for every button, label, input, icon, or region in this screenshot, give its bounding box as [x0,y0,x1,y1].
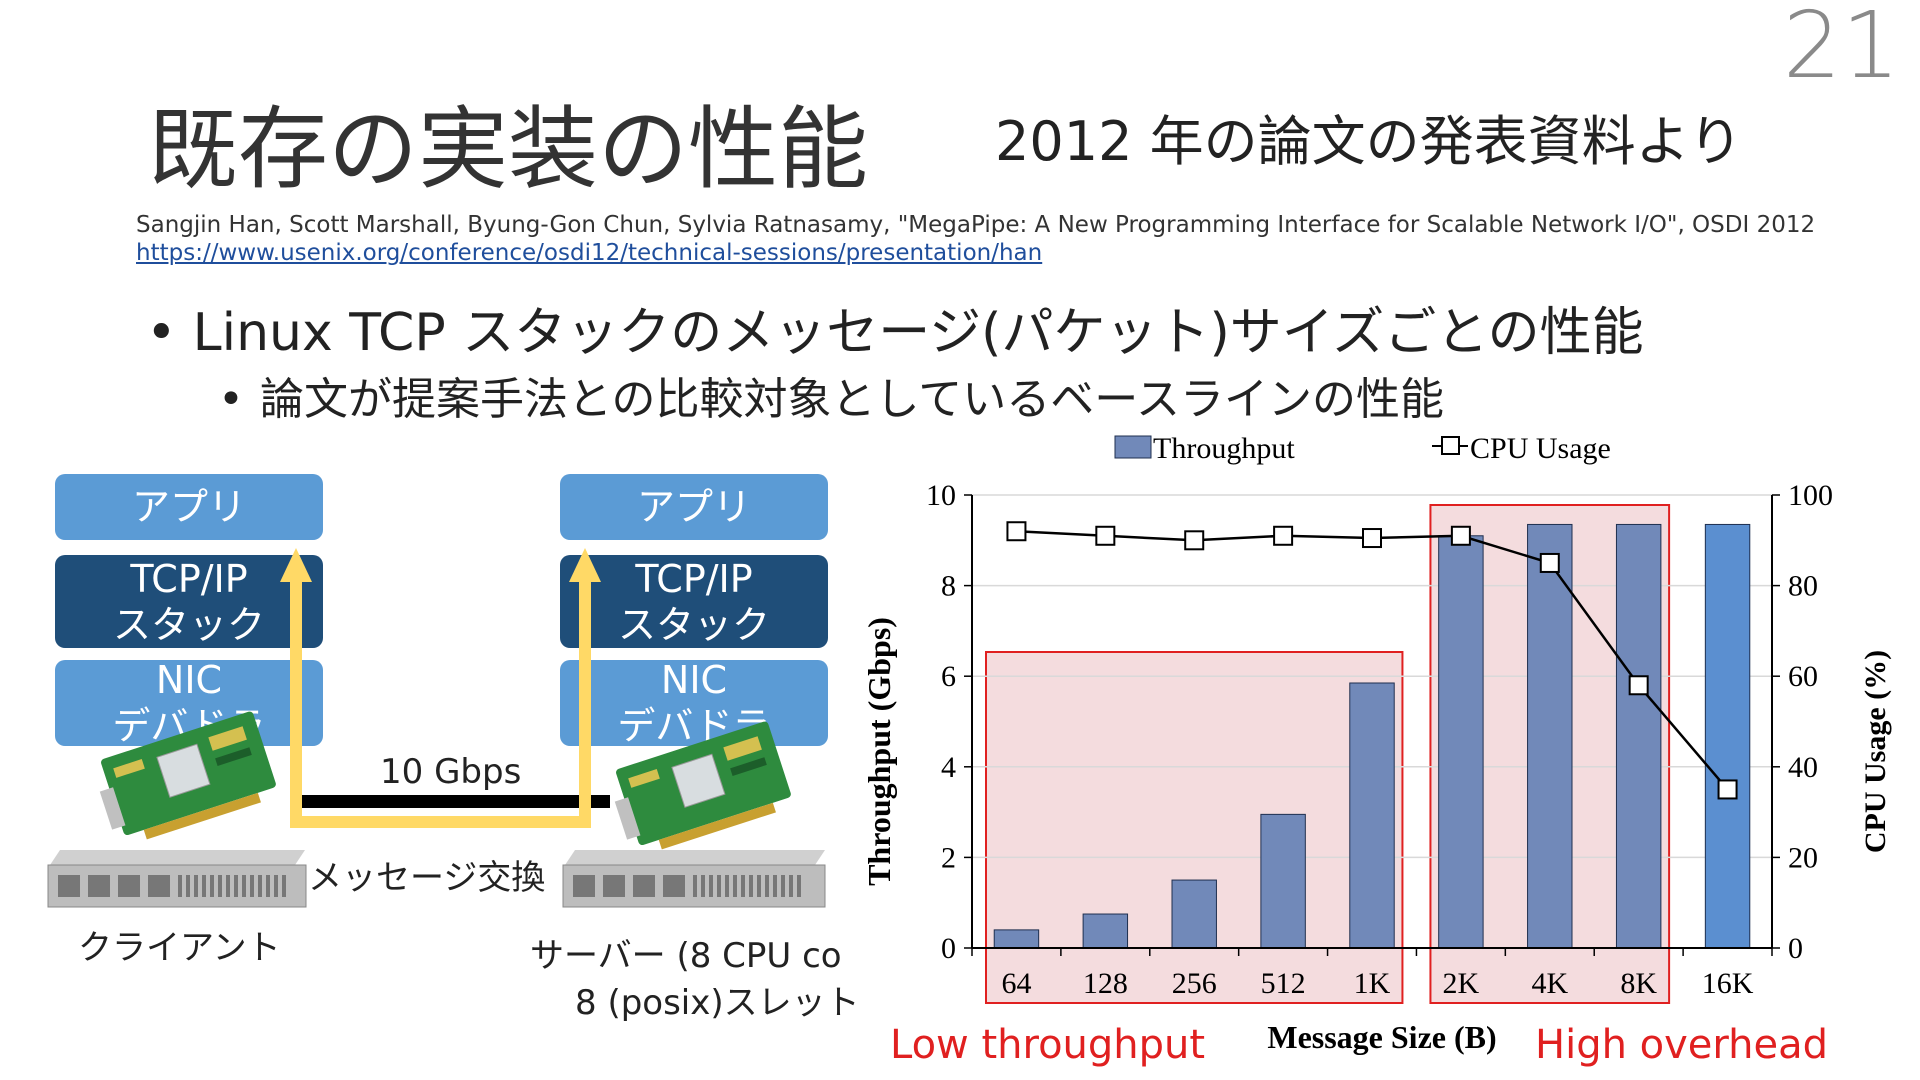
message-exchange-label: メッセージ交換 [308,858,546,898]
server-nic-box: NIC デバドラ [560,658,828,748]
page-number: 21 [1782,0,1900,99]
x-tick-label: 16K [1702,967,1754,1000]
client-tcpip-label-1: TCP/IP [130,556,248,601]
server-app-box: アプリ [560,474,828,540]
bullet-level2: • 論文が提案手法との比較対象としているベースラインの性能 [218,363,1444,427]
client-tcpip-label-2: スタック [112,602,265,647]
network-cable [298,795,610,808]
x-tick-label: 512 [1261,967,1306,1000]
server-tcpip-label-2: スタック [617,602,770,647]
y2-tick-label: 20 [1788,841,1818,874]
x-tick-label: 256 [1172,967,1217,1000]
citation-link[interactable]: https://www.usenix.org/conference/osdi12… [136,240,1043,266]
cpu-usage-point [1450,525,1471,546]
server-app-label: アプリ [636,485,751,529]
throughput-bar [1704,523,1751,949]
legend-cpu-marker [1441,436,1460,455]
server-nic-card-icon [614,721,791,850]
y2-axis-title: CPU Usage (%) [1859,650,1892,853]
bullet-level1: • Linux TCP スタックのメッセージ(パケット)サイズごとの性能 [146,290,1644,365]
high-overhead-note: High overhead [1535,1022,1829,1068]
cpu-usage-point [1539,552,1560,573]
y-tick-label: 8 [941,570,956,603]
throughput-bar [1438,535,1484,949]
y2-tick-label: 80 [1788,570,1818,603]
client-app-box: アプリ [55,474,323,540]
arrow-head-client-icon [280,548,312,582]
citation: Sangjin Han, Scott Marshall, Byung-Gon C… [136,212,1816,238]
throughput-bar [993,929,1040,949]
line-layer [1006,521,1738,800]
x-tick-label: 128 [1083,967,1128,1000]
message-flow-arrow [290,580,591,828]
page-subtitle: 2012 年の論文の発表資料より [995,110,1743,173]
x-tick-label: 1K [1354,967,1391,1000]
throughput-bar [1082,913,1129,949]
throughput-bar [1260,813,1306,949]
bullet-level2-text: 論文が提案手法との比較対象としているベースラインの性能 [259,374,1444,425]
legend-cpu-label: CPU Usage [1470,432,1611,465]
server-tcpip-label-1: TCP/IP [635,556,753,601]
y-tick-label: 0 [941,932,956,965]
client-tcpip-box: TCP/IP スタック [55,555,323,648]
throughput-bar [1527,523,1573,949]
x-tick-label: 64 [1001,967,1031,1000]
cpu-usage-point [1006,521,1027,542]
server-rack-icon [562,850,826,908]
link-speed-label: 10 Gbps [380,752,522,792]
low-throughput-note: Low throughput [890,1022,1206,1068]
y2-tick-label: 60 [1788,660,1818,693]
cpu-usage-point [1273,525,1294,546]
legend-throughput-swatch [1114,435,1152,459]
throughput-bar [1615,523,1662,949]
legend-layer: Throughput CPU Usage [1114,432,1611,465]
server-label-2: 8 (posix)スレット [575,983,860,1023]
y-tick-label: 4 [941,751,956,784]
bullet-dot: • [218,374,244,425]
bar-layer [993,523,1751,949]
x-tick-label: 2K [1443,967,1480,1000]
client-label: クライアント [78,928,281,968]
legend-throughput-label: Throughput [1153,432,1295,465]
diagram-graphics [47,548,826,908]
y2-tick-label: 0 [1788,932,1803,965]
client-nic-card-icon [99,711,276,840]
cpu-usage-point [1095,525,1116,546]
throughput-bar [1349,682,1395,949]
cpu-usage-point [1717,779,1738,800]
y-tick-label: 10 [926,479,956,512]
y2-tick-label: 40 [1788,751,1818,784]
bullet-dot: • [146,303,177,363]
page-title: 既存の実装の性能 [148,97,868,202]
low-throughput-region [985,651,1404,1004]
server-label-1: サーバー (8 CPU co [530,936,842,976]
cpu-usage-point [1362,528,1382,549]
y-axis-title: Throughput (Gbps) [861,617,897,886]
x-axis-title: Message Size (B) [1267,1019,1496,1055]
y-tick-label: 6 [941,660,956,693]
x-tick-label: 8K [1620,967,1657,1000]
server-nic-label-1: NIC [660,658,728,702]
server-tcpip-box: TCP/IP スタック [560,555,828,648]
client-app-label: アプリ [131,485,246,529]
y2-tick-label: 100 [1788,479,1833,512]
y-tick-label: 2 [941,841,956,874]
client-nic-label-1: NIC [155,658,223,702]
axis-layer [964,494,1780,956]
cpu-usage-point [1628,675,1649,696]
arrow-head-server-icon [569,548,601,582]
bullet-level1-text: Linux TCP スタックのメッセージ(パケット)サイズごとの性能 [192,303,1644,363]
x-tick-label: 4K [1531,967,1568,1000]
cpu-usage-point [1184,530,1205,551]
throughput-bar [1171,879,1217,949]
client-rack-icon [47,850,307,908]
